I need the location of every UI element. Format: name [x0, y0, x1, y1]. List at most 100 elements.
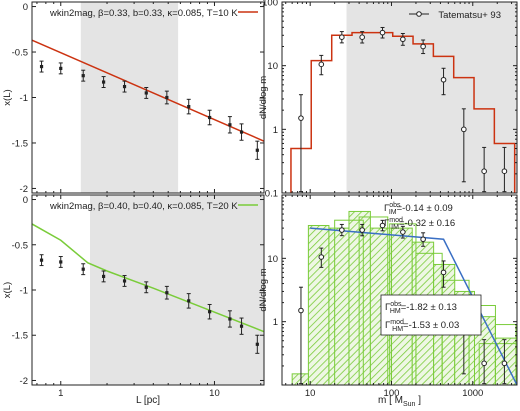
y-tick-label: 100	[262, 0, 278, 9]
data-point	[339, 227, 345, 233]
data-point	[187, 104, 191, 109]
x-axis-label: L [pc]	[136, 395, 160, 406]
data-point	[59, 260, 63, 264]
plot-area	[32, 2, 264, 193]
data-point	[144, 91, 148, 95]
data-point	[122, 84, 127, 89]
histogram-outline	[478, 343, 517, 385]
data-point	[255, 148, 259, 152]
plot-frame	[281, 1, 518, 194]
x-tick-label: 10	[305, 388, 316, 399]
data-point	[122, 279, 127, 283]
histogram-bar	[307, 224, 330, 385]
y-tick-label: 0	[23, 195, 28, 206]
y-tick-label: 0.1	[265, 189, 278, 200]
model-line	[32, 39, 264, 142]
y-tick-label: -1	[20, 93, 28, 104]
y-tick-label: -0.5	[12, 240, 28, 251]
data-point	[359, 227, 365, 233]
gamma-im-mod-annotation: Γmod IM=-0.32 ± 0.16	[384, 217, 455, 231]
gamma-hm-mod-annotation: Γmod HM=-1.53 ± 0.03	[385, 319, 459, 333]
data-point	[318, 254, 325, 260]
histogram-bar	[348, 210, 371, 385]
data-point	[208, 310, 212, 314]
data-point	[144, 285, 148, 289]
y-tick-label: 1	[273, 317, 278, 328]
power-law-fit-line	[310, 227, 517, 385]
data-point	[165, 291, 169, 295]
data-point	[255, 342, 259, 346]
plot-frame	[281, 194, 518, 386]
gamma-hm-obs-annotation: Γobs HM=-1.82 ± 0.13	[385, 301, 457, 315]
data-point	[81, 267, 85, 271]
data-point	[102, 80, 106, 84]
data-point	[440, 269, 447, 276]
legend-marker	[416, 11, 422, 17]
data-point	[165, 95, 169, 100]
legend-label: wkin2mag, β=0.40, b=0.40, κ=0.085, T=20 …	[49, 201, 238, 212]
data-point	[81, 74, 85, 78]
y-tick-label: 10	[267, 254, 278, 265]
gamma-im-obs-annotation: Γobs IM=-0.14 ± 0.09	[384, 202, 453, 216]
model-histogram	[290, 31, 516, 193]
data-point	[208, 115, 212, 120]
data-point	[481, 168, 487, 174]
y-tick-label: -2	[20, 184, 28, 195]
data-point	[359, 34, 365, 40]
y-tick-label: 1	[273, 125, 278, 136]
y-tick-label: -1.5	[12, 138, 28, 149]
data-point	[481, 360, 487, 367]
data-point	[420, 43, 426, 50]
panel-bottom-left: 0 -0.5 -1 -1.5 -2 1 10 x(L) L [pc] wkin2mag, β=0.…	[2, 194, 265, 406]
data-point	[39, 64, 44, 69]
data-point	[440, 76, 447, 83]
data-point	[239, 324, 244, 328]
model-line	[32, 223, 264, 333]
shaded-region	[346, 2, 517, 193]
data-point	[379, 29, 386, 36]
data-point	[39, 258, 44, 262]
panel-bottom-right: 10 1 10 100 1000 dN/dlog m m [ MSun ] Γobs IM=-0…	[258, 194, 518, 408]
data-point	[400, 229, 406, 235]
annotation-box	[380, 294, 482, 336]
x-axis-label: m [ MSun ]	[378, 395, 421, 408]
shaded-region	[90, 195, 264, 385]
data-point	[187, 299, 191, 303]
data-point	[228, 123, 232, 127]
data-point	[400, 36, 406, 43]
data-point	[102, 274, 106, 279]
y-axis-label: x(L)	[2, 282, 13, 298]
y-tick-label: -1.5	[12, 331, 28, 342]
x-tick-label: 1000	[462, 388, 483, 399]
data-point	[420, 236, 426, 243]
y-tick-label: -0.5	[12, 48, 28, 59]
y-axis-label: x(L)	[2, 89, 13, 105]
legend-label: wkin2mag, β=0.33, b=0.33, κ=0.085, T=10 …	[49, 8, 238, 19]
data-point	[501, 360, 508, 367]
legend-label: Tatematsu+ 93	[438, 10, 501, 21]
histogram-bar	[291, 373, 309, 385]
histogram-outline	[334, 219, 364, 385]
data-point	[298, 115, 304, 121]
data-point	[298, 307, 304, 314]
x-tick-label: 100	[384, 388, 400, 399]
data-point	[239, 130, 244, 134]
y-tick-label: 10	[267, 61, 278, 72]
y-tick-label: 0	[23, 2, 28, 13]
plot-area	[32, 195, 264, 385]
x-tick-label: 1	[58, 388, 63, 399]
histogram-bar	[328, 227, 350, 385]
data-point	[379, 222, 386, 229]
x-tick-label: 10	[209, 388, 220, 399]
y-axis-label: dN/dlog m	[258, 76, 269, 119]
y-tick-label: -1	[20, 286, 28, 297]
data-point	[461, 126, 467, 133]
data-point	[339, 34, 345, 40]
data-point	[318, 61, 325, 68]
y-tick-label: -2	[20, 376, 28, 387]
data-point	[228, 317, 232, 321]
plot-area	[290, 2, 517, 193]
y-axis-label: dN/dlog m	[258, 268, 269, 311]
data-point	[59, 66, 63, 70]
